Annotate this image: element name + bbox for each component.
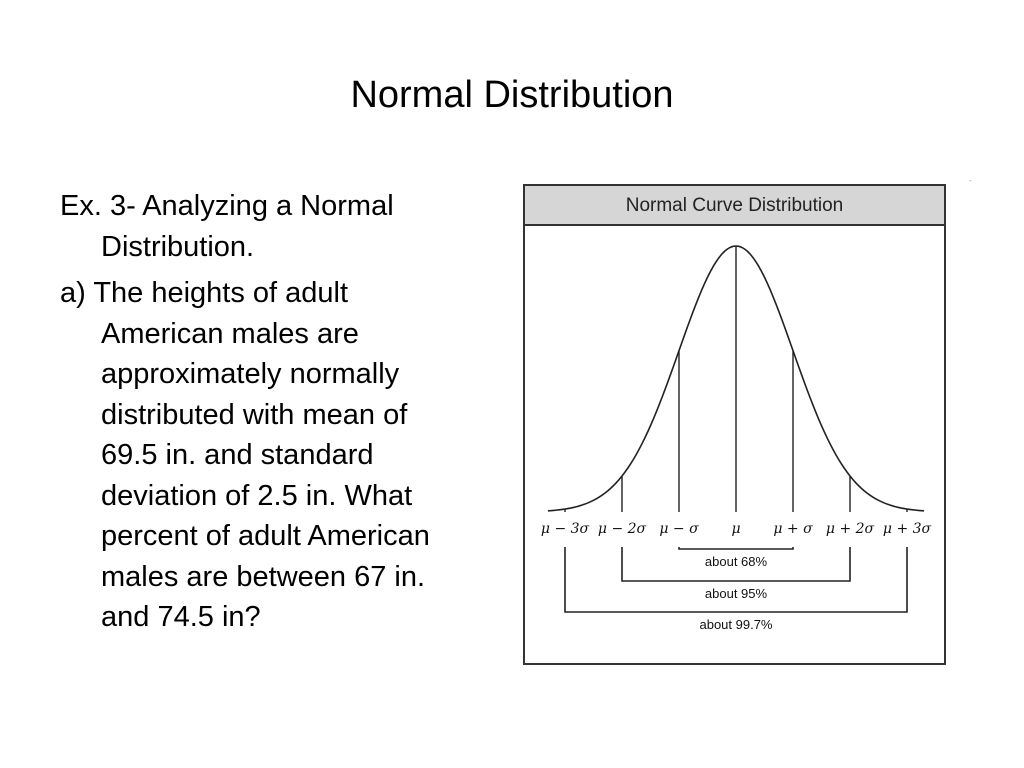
tick-label-plus-2-sigma: μ + 2σ [826, 521, 875, 537]
range-label-2: about 95% [705, 586, 768, 601]
slide-title: Normal Distribution [350, 74, 674, 116]
problem-text: Ex. 3- Analyzing a Normal Distribution. … [60, 186, 510, 644]
tick-label-minus-3-sigma: μ − 3σ [541, 521, 590, 537]
tick-label-plus-1-sigma: μ + σ [773, 521, 813, 537]
tick-label-minus-1-sigma: μ − σ [659, 521, 699, 537]
sigma-lines [564, 246, 908, 512]
range-bracket-3 [564, 547, 908, 613]
tick-label-minus-2-sigma: μ − 2σ [598, 521, 647, 537]
example-heading: Ex. 3- Analyzing a Normal Distribution. [60, 190, 394, 263]
normal-curve-diagram: μ − 3σ μ − 2σ μ − σ μ μ + σ μ + 2σ μ + 3σ abou… [541, 245, 932, 632]
tick-label-plus-3-sigma: μ + 3σ [883, 521, 932, 537]
range-bracket-2 [621, 547, 851, 582]
range-brackets: about 68% about 95% about 99.7% [564, 547, 908, 632]
figure-header: Normal Curve Distribution [525, 186, 944, 226]
tick-label-mean: μ [731, 521, 740, 537]
corner-mark: - [969, 176, 972, 185]
range-label-1: about 68% [705, 554, 768, 569]
tick-labels: μ − 3σ μ − 2σ μ − σ μ μ + σ μ + 2σ μ + 3σ [541, 521, 932, 537]
range-bracket-1 [678, 547, 794, 550]
problem-statement: a) The heights of adult American males a… [60, 277, 430, 633]
range-label-3: about 99.7% [699, 617, 772, 632]
normal-curve-figure: Normal Curve Distribution μ − 3σ μ − 2σ μ … [523, 184, 946, 665]
